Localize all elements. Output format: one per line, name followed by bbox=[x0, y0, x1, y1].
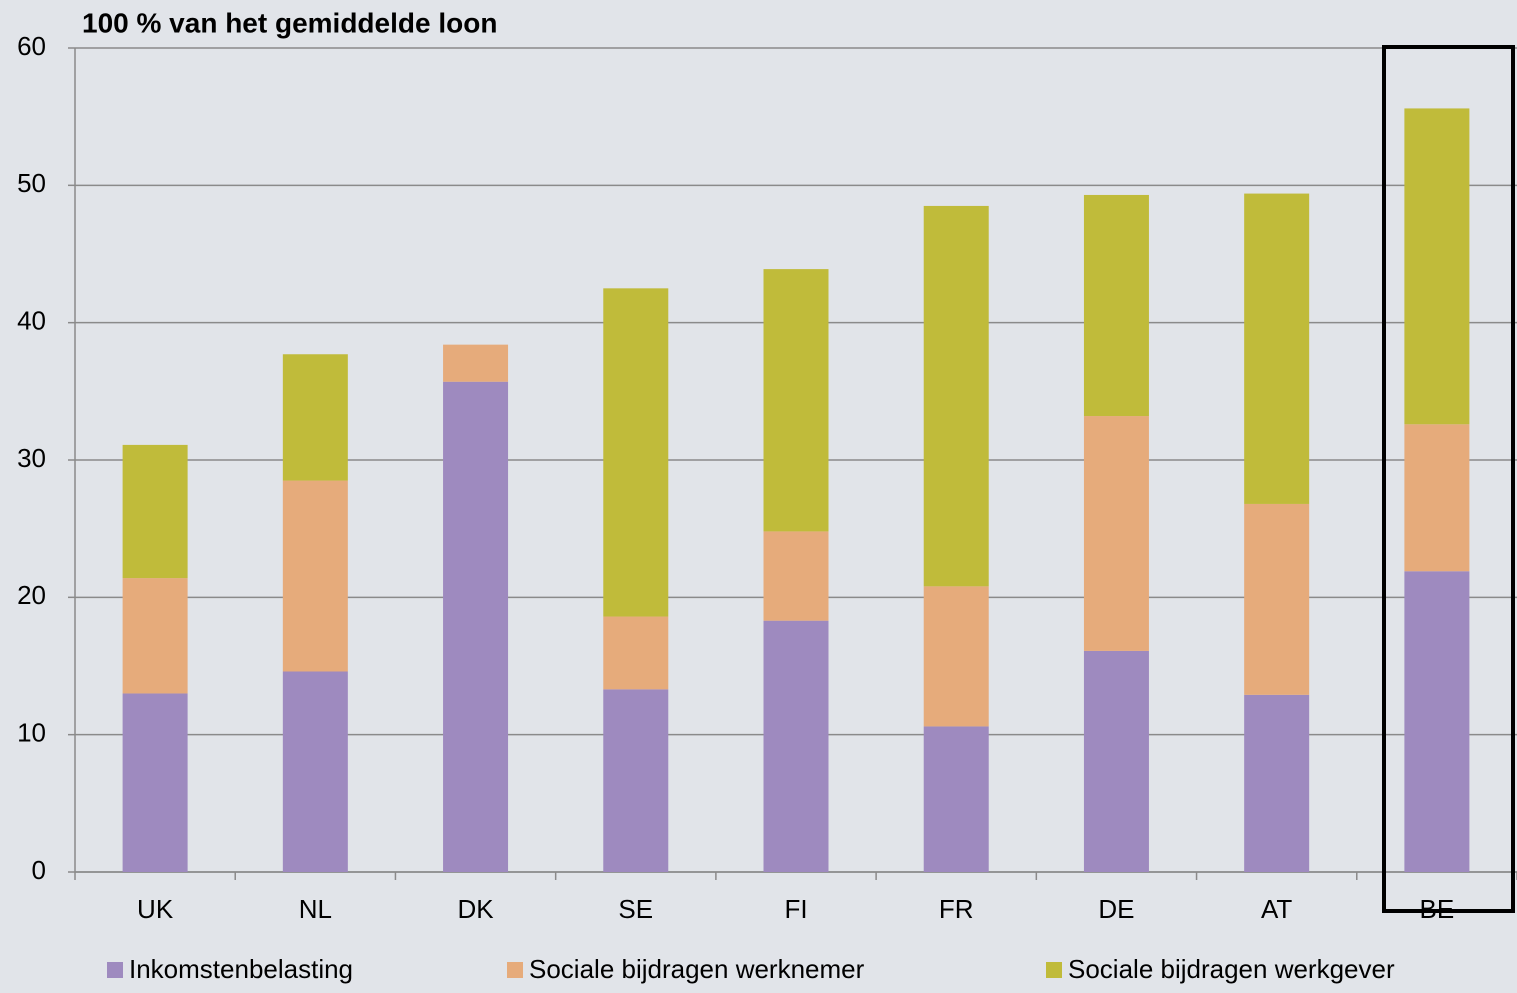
bar-segment bbox=[282, 354, 348, 481]
legend-swatch bbox=[107, 962, 123, 978]
y-tick-label: 10 bbox=[17, 718, 46, 748]
bar-segment bbox=[282, 480, 348, 672]
bar-segment bbox=[122, 578, 188, 694]
legend-label: Sociale bijdragen werkgever bbox=[1068, 954, 1395, 984]
y-tick-label: 0 bbox=[32, 855, 46, 885]
y-tick-label: 30 bbox=[17, 443, 46, 473]
bar-segment bbox=[122, 444, 188, 579]
bar-segment bbox=[1244, 694, 1310, 872]
x-tick-label: DE bbox=[1098, 894, 1134, 924]
x-tick-label: FR bbox=[939, 894, 974, 924]
y-tick-label: 40 bbox=[17, 306, 46, 336]
bar-segment bbox=[763, 620, 829, 872]
x-tick-label: UK bbox=[137, 894, 174, 924]
bar-segment bbox=[923, 205, 989, 587]
legend-label: Sociale bijdragen werknemer bbox=[529, 954, 865, 984]
x-tick-label: FI bbox=[784, 894, 807, 924]
x-tick-label: AT bbox=[1261, 894, 1292, 924]
bar-segment bbox=[923, 726, 989, 872]
bar-segment bbox=[1404, 108, 1470, 425]
x-tick-label: SE bbox=[618, 894, 653, 924]
x-tick-label: NL bbox=[299, 894, 332, 924]
bar-segment bbox=[1404, 571, 1470, 872]
highlight-box bbox=[1382, 45, 1515, 913]
bar-segment bbox=[603, 288, 669, 617]
chart-title: 100 % van het gemiddelde loon bbox=[82, 7, 497, 38]
bar-segment bbox=[1244, 503, 1310, 695]
bar-segment bbox=[1404, 424, 1470, 572]
bar-segment bbox=[763, 269, 829, 532]
x-tick-label: DK bbox=[457, 894, 494, 924]
bar-segment bbox=[1244, 193, 1310, 504]
plot: 0 10 20 30 40 50 60 UK NL DK SE FI FR DE AT BE Inkomsten… bbox=[17, 31, 1517, 984]
bar-segment bbox=[923, 586, 989, 727]
bar-segment bbox=[443, 381, 509, 872]
legend-swatch bbox=[507, 962, 523, 978]
x-tick-label: BE bbox=[1420, 894, 1455, 924]
bar-segment bbox=[443, 344, 509, 382]
bar-segment bbox=[282, 671, 348, 872]
bar-segment bbox=[603, 616, 669, 690]
bar-segment bbox=[1083, 416, 1149, 651]
legend-swatch bbox=[1046, 962, 1062, 978]
bar-segment bbox=[763, 531, 829, 621]
bar-segment bbox=[603, 689, 669, 872]
bar-segment bbox=[1083, 650, 1149, 872]
y-tick-label: 50 bbox=[17, 168, 46, 198]
bar-segment bbox=[1083, 194, 1149, 417]
y-tick-label: 20 bbox=[17, 580, 46, 610]
bar-segment bbox=[122, 693, 188, 872]
legend-label: Inkomstenbelasting bbox=[129, 954, 353, 984]
y-tick-label: 60 bbox=[17, 31, 46, 61]
